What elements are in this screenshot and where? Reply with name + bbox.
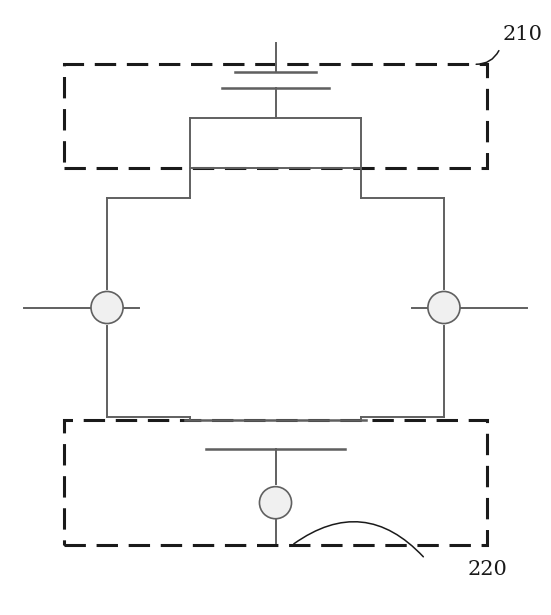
Text: 220: 220: [468, 560, 508, 579]
Circle shape: [260, 486, 291, 518]
Circle shape: [428, 292, 460, 323]
Circle shape: [91, 292, 123, 323]
Text: 210: 210: [503, 25, 543, 44]
